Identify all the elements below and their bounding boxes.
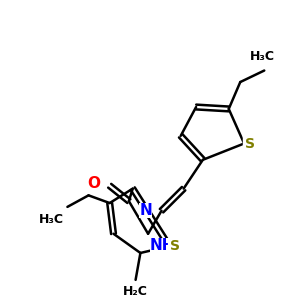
- Text: H₃C: H₃C: [39, 213, 64, 226]
- Text: S: S: [245, 136, 255, 151]
- Text: NH: NH: [150, 238, 176, 253]
- Text: S: S: [170, 239, 180, 253]
- Text: O: O: [87, 176, 100, 191]
- Text: N: N: [139, 203, 152, 218]
- Text: H₂C: H₂C: [123, 285, 148, 298]
- Text: H₃C: H₃C: [250, 50, 275, 63]
